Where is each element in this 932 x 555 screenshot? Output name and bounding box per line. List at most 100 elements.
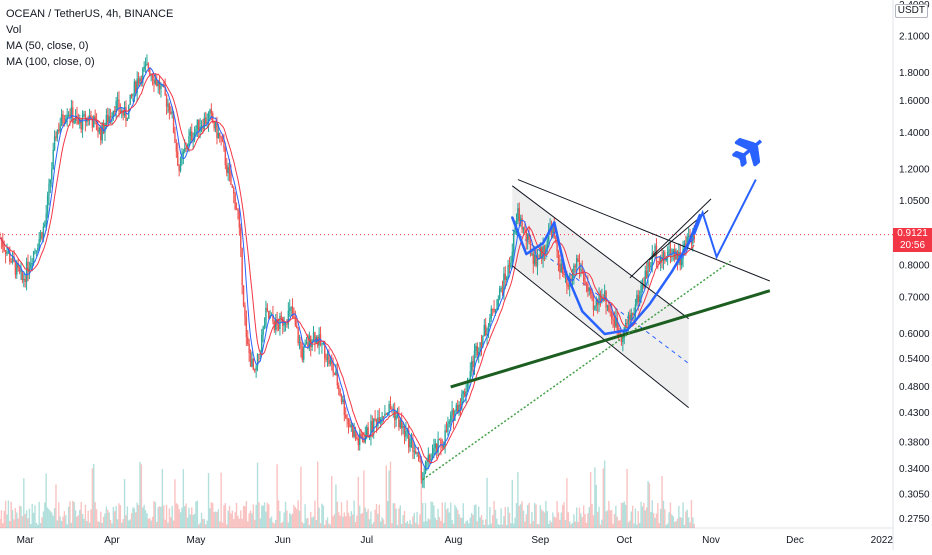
volume-bar [139, 461, 141, 528]
candle-body [388, 404, 390, 413]
volume-bar [333, 514, 336, 528]
volume-bar [412, 516, 414, 528]
candle-body [624, 323, 627, 328]
candle-body [444, 430, 446, 446]
x-tick-label: Dec [786, 535, 804, 546]
candle-body [581, 269, 583, 274]
volume-bar [273, 523, 276, 528]
candle-body [463, 391, 466, 397]
candle-body [140, 78, 143, 84]
candle-body [630, 313, 632, 321]
candle-body [612, 318, 614, 321]
candle-body [49, 179, 52, 184]
volume-bar [615, 505, 617, 528]
volume-bar [427, 518, 430, 528]
volume-bar [118, 503, 120, 528]
candle-body [401, 420, 403, 429]
volume-bar [357, 476, 360, 528]
volume-bar [16, 512, 18, 528]
candle-body [456, 405, 459, 414]
candle-body [385, 413, 388, 415]
candle-body [367, 427, 369, 437]
volume-bar [31, 503, 33, 528]
candle-body [191, 131, 193, 141]
candle-body [58, 129, 60, 132]
volume-bar [454, 504, 456, 528]
candle-body [360, 433, 362, 438]
volume-bar [37, 524, 39, 528]
x-tick-label: Nov [702, 535, 720, 546]
volume-bar [546, 511, 548, 528]
candle-body [440, 440, 442, 447]
volume-bar [312, 516, 315, 528]
candle-body [178, 165, 180, 171]
volume-bar [248, 513, 250, 528]
volume-bar [212, 503, 214, 528]
candle-body [574, 265, 576, 267]
last-price-tag: 0.9121 [893, 228, 932, 240]
candle-body [585, 283, 588, 285]
volume-bar [137, 505, 140, 528]
volume-bar [452, 523, 455, 528]
volume-bar [202, 518, 204, 528]
volume-bar [252, 504, 255, 528]
candle-body [578, 261, 581, 271]
candle-body [335, 371, 337, 375]
candle-body [634, 304, 637, 313]
volume-bar [207, 473, 210, 528]
volume-bar [550, 522, 553, 528]
candle-body [546, 240, 548, 249]
volume-bar [456, 509, 459, 528]
candle-body [657, 260, 659, 262]
candle-body [18, 267, 21, 272]
volume-bar [636, 524, 638, 528]
volume-bar [490, 523, 492, 528]
currency-unit[interactable]: USDT [894, 4, 928, 18]
volume-bar [500, 508, 502, 528]
candle-body [107, 114, 109, 123]
candle-body [517, 208, 519, 221]
volume-bar [318, 507, 320, 528]
candle-body [91, 118, 94, 128]
candle-body [25, 261, 28, 282]
volume-bar [525, 514, 527, 528]
candle-body [479, 342, 481, 352]
candle-body [675, 251, 677, 260]
volume-bar [70, 522, 73, 528]
candle-body [79, 119, 81, 124]
volume-bar [532, 521, 534, 528]
volume-bar [32, 512, 35, 528]
volume-bar [447, 507, 449, 528]
volume-bar [268, 504, 270, 528]
candle-body [359, 433, 361, 446]
candle-body [580, 269, 582, 271]
candle-body [214, 121, 217, 129]
candle-body [645, 270, 648, 278]
candle-body [251, 358, 253, 367]
volume-bar [289, 513, 291, 528]
candle-body [338, 385, 340, 389]
candle-body [465, 392, 467, 397]
volume-bar [0, 510, 3, 528]
candle-body [521, 218, 523, 230]
candle-body [287, 310, 290, 325]
candle-body [119, 110, 122, 113]
ma50-label: MA (50, close, 0) [6, 40, 89, 52]
y-tick-label: 0.7000 [899, 292, 930, 303]
volume-bar [366, 511, 368, 528]
volume-bar [354, 521, 357, 528]
volume-bar [566, 478, 568, 528]
volume-bar [476, 521, 478, 528]
volume-bar [259, 518, 262, 528]
candle-body [378, 417, 381, 424]
volume-bar [332, 516, 334, 528]
volume-bar [580, 513, 582, 528]
volume-bar [105, 506, 108, 528]
candle-body [477, 351, 480, 356]
volume-bar [433, 505, 435, 528]
candle-body [522, 227, 525, 230]
volume-bar [469, 517, 471, 528]
volume-bar [35, 522, 38, 528]
